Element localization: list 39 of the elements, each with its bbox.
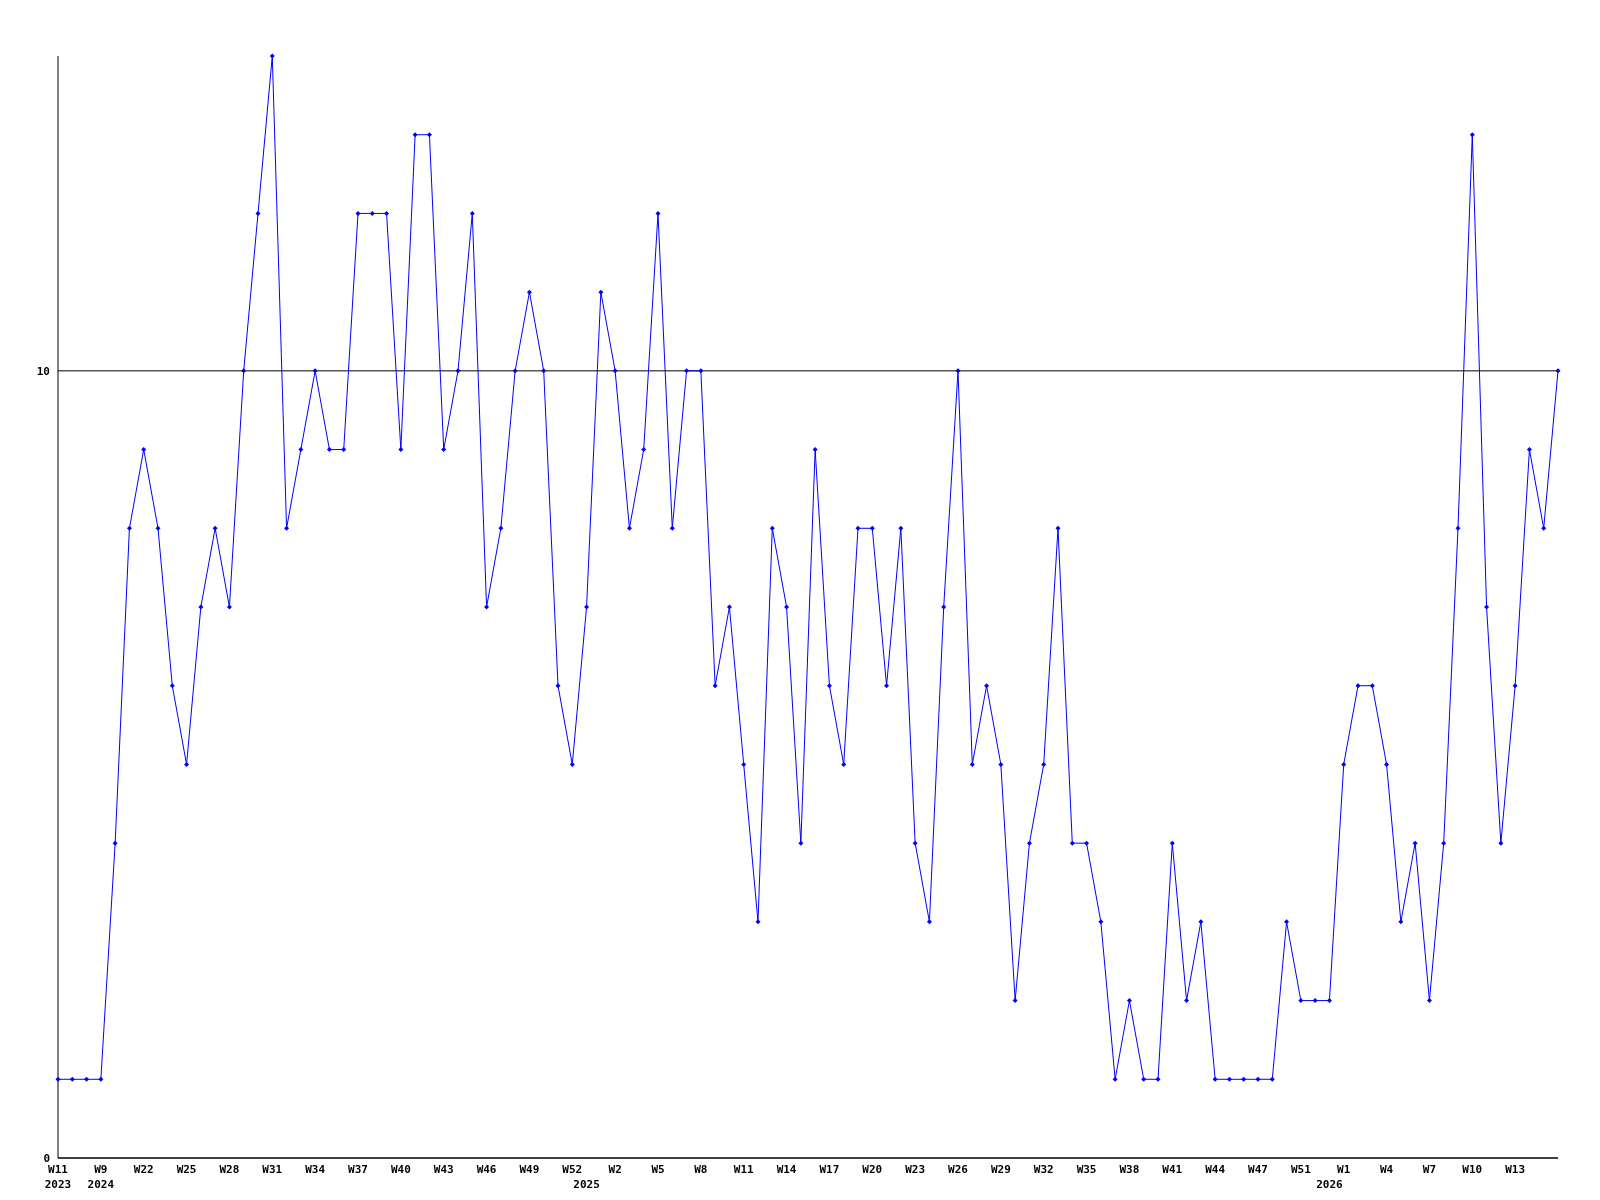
x-tick-label: W38 [1119, 1163, 1140, 1176]
x-tick-label: 2025 [573, 1178, 600, 1191]
x-tick-label: W26 [948, 1163, 969, 1176]
x-tick-label: W37 [348, 1163, 368, 1176]
x-tick-label: W11 2023 [44, 1163, 72, 1191]
x-tick-label: W28 [219, 1163, 240, 1176]
x-tick-label: W8 [694, 1163, 708, 1176]
x-tick-label: W1 [1337, 1163, 1351, 1176]
x-tick-label: W40 [390, 1163, 411, 1176]
x-tick-label: W41 [1162, 1163, 1183, 1176]
x-tick-label: W51 [1290, 1163, 1312, 1176]
x-tick-label: W49 [519, 1163, 540, 1176]
x-tick-label: W20 [862, 1163, 883, 1176]
x-tick-label: W35 [1076, 1163, 1097, 1176]
x-tick-label: W7 [1422, 1163, 1437, 1176]
x-tick-label: W2 [608, 1163, 622, 1176]
x-tick-label: W25 [176, 1163, 197, 1176]
x-tick-label: W46 [476, 1163, 497, 1176]
y-tick-label: 0 [43, 1152, 50, 1165]
x-tick-label: W11 [733, 1163, 755, 1176]
x-tick-label: W14 [776, 1163, 797, 1176]
y-tick-label: 10 [36, 364, 50, 378]
x-tick-label: W32 [1033, 1163, 1054, 1176]
x-tick-label: W34 [305, 1163, 326, 1176]
x-tick-label: W44 [1205, 1163, 1226, 1176]
x-tick-label: 2026 [1316, 1178, 1344, 1191]
x-tick-label: W10 [1462, 1163, 1483, 1176]
x-tick-label: W43 [433, 1163, 454, 1176]
x-tick-label: W23 [905, 1163, 926, 1176]
x-tick-label: W4 [1379, 1163, 1394, 1176]
x-tick-label: W31 [262, 1163, 283, 1176]
x-tick-label: W9 2024 [87, 1163, 115, 1191]
x-tick-label: W47 [1248, 1163, 1268, 1176]
x-tick-label: W22 [133, 1163, 154, 1176]
x-tick-label: W29 [990, 1163, 1011, 1176]
x-tick-label: W5 [651, 1163, 665, 1176]
x-tick-label: W17 [819, 1163, 840, 1176]
x-tick-label: W13 [1505, 1163, 1526, 1176]
x-tick-label: W52 [562, 1163, 583, 1176]
